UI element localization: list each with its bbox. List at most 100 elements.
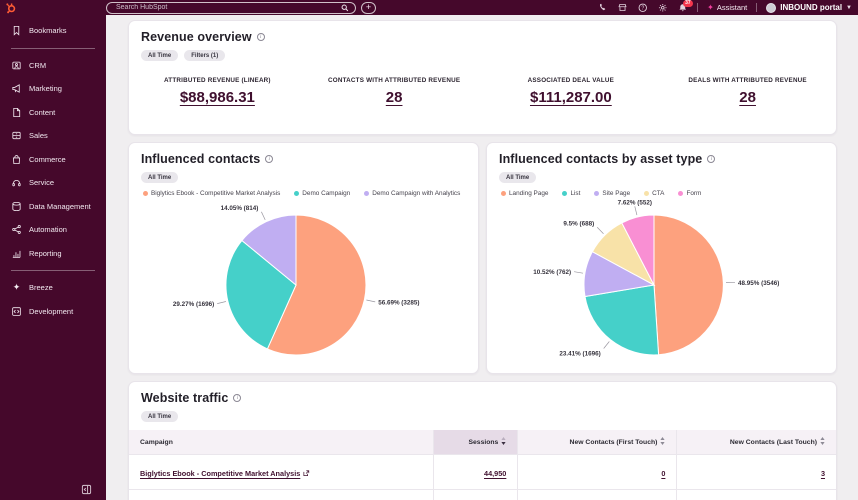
metric-value-link[interactable]: $88,986.31	[179, 89, 255, 106]
sidebar-item-data-management[interactable]: Data Management	[0, 195, 106, 219]
legend-item[interactable]: Site Page	[594, 190, 630, 197]
legend-item[interactable]: List	[562, 190, 580, 197]
pie-label-leader	[603, 341, 610, 349]
info-icon[interactable]	[707, 155, 716, 163]
account-menu[interactable]: INBOUND portal ▼	[766, 2, 852, 13]
info-icon[interactable]	[265, 155, 274, 163]
topbar: + ? 37 ✦ Assistant INBOUND portal ▼	[0, 0, 858, 15]
sidebar-item-reporting[interactable]: Reporting	[0, 242, 106, 266]
create-button[interactable]: +	[361, 2, 376, 14]
time-filter-tag[interactable]: All Time	[141, 172, 179, 183]
revenue-overview-title: Revenue overview	[141, 30, 252, 44]
legend-item[interactable]: CTA	[644, 190, 664, 197]
breeze-icon: ✦	[12, 282, 21, 293]
website-traffic-title: Website traffic	[141, 391, 229, 405]
assistant-button[interactable]: ✦ Assistant	[707, 3, 747, 12]
pie-label-leader	[596, 227, 604, 234]
first-touch-value-link[interactable]: 0	[661, 469, 666, 478]
sidebar-item-breeze[interactable]: ✦ Breeze	[0, 276, 106, 300]
sidebar-item-marketing[interactable]: Marketing	[0, 77, 106, 101]
sidebar-item-label: CRM	[29, 60, 47, 70]
sidebar-item-label: Commerce	[29, 154, 66, 164]
settings-icon[interactable]	[657, 2, 668, 13]
sidebar-item-development[interactable]: Development	[0, 300, 106, 324]
sidebar-item-crm[interactable]: CRM	[0, 54, 106, 78]
metric: ASSOCIATED DEAL VALUE $111,287.00	[483, 77, 660, 107]
assistant-label: Assistant	[716, 3, 748, 12]
legend-dot-icon	[678, 191, 684, 196]
legend-label: Biglytics Ebook - Competitive Market Ana…	[151, 190, 281, 197]
info-icon[interactable]	[256, 33, 265, 41]
phone-icon[interactable]	[597, 2, 608, 13]
metric-value-link[interactable]: 28	[739, 89, 756, 106]
time-filter-tag[interactable]: All Time	[499, 172, 537, 183]
pie-slice-label: 23.41% (1696)	[559, 351, 600, 358]
campaign-link[interactable]: Biglytics Ebook - Competitive Market Ana…	[140, 468, 301, 478]
pie-slice-form[interactable]	[621, 214, 655, 286]
last-touch-value-link[interactable]: 3	[820, 469, 825, 478]
legend-item[interactable]: Biglytics Ebook - Competitive Market Ana…	[143, 190, 280, 197]
collapse-sidebar-button[interactable]	[80, 483, 92, 495]
search-input[interactable]	[116, 4, 341, 12]
pie-label-leader	[261, 211, 266, 221]
help-icon[interactable]: ?	[637, 2, 648, 13]
legend-item[interactable]: Demo Campaign	[294, 190, 350, 197]
marketplace-icon[interactable]	[617, 2, 628, 13]
search-icon[interactable]	[341, 4, 349, 12]
legend-item[interactable]: Demo Campaign with Analytics	[364, 190, 460, 197]
portal-name: INBOUND portal	[780, 3, 843, 12]
sidebar-item-automation[interactable]: Automation	[0, 218, 106, 242]
sidebar-item-commerce[interactable]: Commerce	[0, 148, 106, 172]
filter-tag[interactable]: All Time	[141, 411, 179, 422]
sidebar-item-label: Service	[29, 178, 55, 188]
influenced-contacts-by-asset-type-title: Influenced contacts by asset type	[499, 152, 703, 166]
automation-icon	[12, 225, 21, 235]
legend-label: Demo Campaign	[302, 190, 351, 197]
info-icon[interactable]	[233, 394, 242, 402]
sidebar-item-label: Development	[29, 306, 74, 316]
sidebar-item-sales[interactable]: Sales	[0, 124, 106, 148]
pie-label-leader	[366, 299, 376, 303]
hubspot-logo[interactable]	[5, 1, 16, 19]
metric-label: ASSOCIATED DEAL VALUE	[527, 77, 615, 84]
column-header-sessions[interactable]: Sessions	[432, 430, 518, 455]
legend-item[interactable]: Form	[678, 190, 701, 197]
pie-slice-demo-campaign[interactable]	[225, 239, 297, 350]
column-header-campaign[interactable]: Campaign	[129, 430, 434, 455]
influenced-contacts-card: Influenced contacts All Time Biglytics E…	[128, 142, 479, 374]
table-row: Biglytics Ebook - Competitive Market Ana…	[129, 454, 836, 490]
legend-label: Demo Campaign with Analytics	[372, 190, 461, 197]
pie-slice-landing-page[interactable]	[653, 214, 724, 356]
website-traffic-card: Website traffic All Time Campaign Session…	[128, 381, 837, 500]
sessions-value-link[interactable]: 44,950	[484, 469, 507, 478]
website-traffic-table: Campaign Sessions New Contacts (First Touc…	[129, 430, 836, 500]
pie-slice-label: 29.27% (1696)	[173, 301, 214, 308]
column-header-new-contacts-last-touch-[interactable]: New Contacts (Last Touch)	[676, 430, 836, 455]
metric-value-link[interactable]: 28	[385, 89, 403, 106]
filter-tag[interactable]: All Time	[141, 50, 179, 61]
sidebar-item-bookmarks[interactable]: Bookmarks	[0, 19, 106, 43]
filter-tag[interactable]: Filters (1)	[184, 50, 226, 61]
sidebar-item-content[interactable]: Content	[0, 101, 106, 125]
metric-value-link[interactable]: $111,287.00	[529, 89, 612, 106]
column-header-new-contacts-first-touch-[interactable]: New Contacts (First Touch)	[517, 430, 677, 455]
legend-item[interactable]: Landing Page	[501, 190, 548, 197]
external-link-icon[interactable]	[303, 464, 310, 481]
pie-slice-demo-campaign-with-analytics[interactable]	[241, 214, 297, 287]
content-icon	[13, 107, 21, 117]
sidebar-item-service[interactable]: Service	[0, 171, 106, 195]
metric-label: DEALS WITH ATTRIBUTED REVENUE	[688, 77, 807, 84]
legend-label: List	[570, 190, 581, 197]
legend-dot-icon	[594, 191, 600, 196]
influenced-contacts-by-asset-type-card: Influenced contacts by asset type All Ti…	[486, 142, 837, 374]
pie-slice-label: 48.95% (3546)	[738, 280, 779, 287]
pie-slice-biglytics-ebook-competitive-market-analysis[interactable]	[266, 214, 367, 356]
pie-slice-label: 14.05% (814)	[221, 205, 259, 212]
notifications-icon[interactable]: 37	[677, 0, 693, 13]
pie-label-leader	[217, 301, 226, 304]
sort-icon	[660, 437, 666, 447]
pie-label-leader	[634, 206, 638, 216]
pie-slice-list[interactable]	[584, 284, 660, 356]
legend-dot-icon	[143, 191, 148, 196]
sidebar-item-label: Reporting	[29, 248, 62, 258]
